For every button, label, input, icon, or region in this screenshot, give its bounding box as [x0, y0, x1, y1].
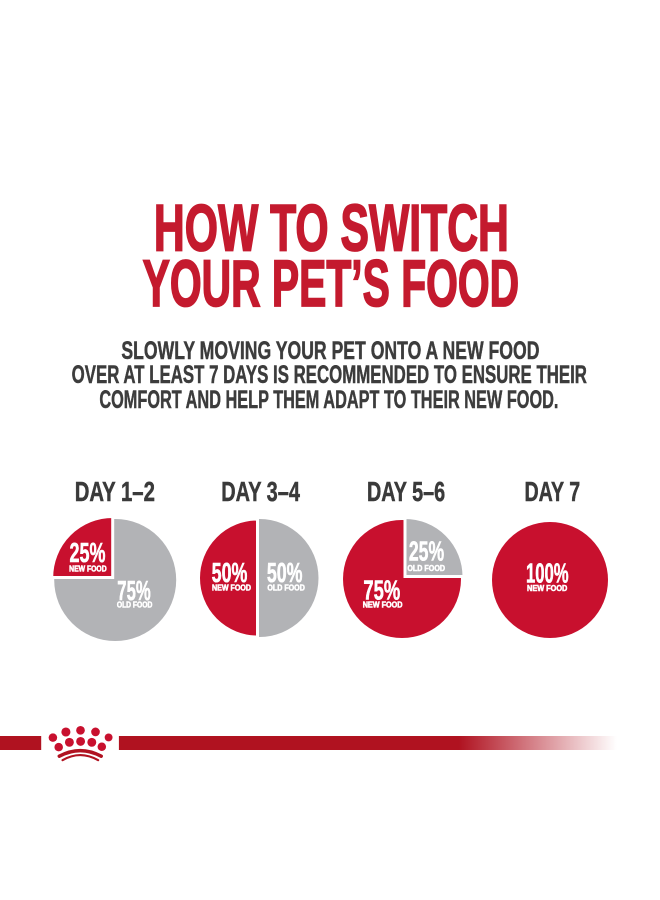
- svg-text:DAY 5–6: DAY 5–6: [367, 476, 445, 507]
- svg-text:COMFORT AND HELP THEM ADAPT TO: COMFORT AND HELP THEM ADAPT TO THEIR NEW…: [99, 386, 558, 414]
- svg-text:DAY 1–2: DAY 1–2: [75, 476, 155, 507]
- svg-text:OLD FOOD: OLD FOOD: [267, 583, 305, 593]
- svg-text:NEW FOOD: NEW FOOD: [527, 583, 567, 593]
- svg-text:OLD FOOD: OLD FOOD: [407, 563, 445, 573]
- svg-text:50%: 50%: [212, 557, 248, 588]
- svg-text:75%: 75%: [117, 575, 150, 606]
- svg-text:SLOWLY MOVING YOUR PET ONTO A: SLOWLY MOVING YOUR PET ONTO A NEW FOOD: [121, 337, 539, 365]
- svg-text:HOW TO SWITCH: HOW TO SWITCH: [154, 191, 509, 264]
- svg-text:YOUR PET’S FOOD: YOUR PET’S FOOD: [143, 247, 520, 320]
- svg-text:NEW FOOD: NEW FOOD: [363, 600, 403, 610]
- svg-text:OVER AT LEAST 7 DAYS IS RECOMM: OVER AT LEAST 7 DAYS IS RECOMMENDED TO E…: [72, 361, 587, 389]
- svg-text:NEW FOOD: NEW FOOD: [69, 563, 107, 573]
- svg-text:DAY 3–4: DAY 3–4: [221, 476, 300, 507]
- svg-text:75%: 75%: [363, 575, 400, 606]
- svg-text:25%: 25%: [70, 537, 106, 568]
- svg-text:100%: 100%: [526, 558, 569, 589]
- svg-text:NEW FOOD: NEW FOOD: [212, 583, 251, 593]
- svg-text:DAY 7: DAY 7: [524, 476, 580, 507]
- svg-text:OLD FOOD: OLD FOOD: [117, 600, 153, 610]
- svg-text:50%: 50%: [267, 557, 303, 588]
- svg-text:25%: 25%: [409, 536, 444, 567]
